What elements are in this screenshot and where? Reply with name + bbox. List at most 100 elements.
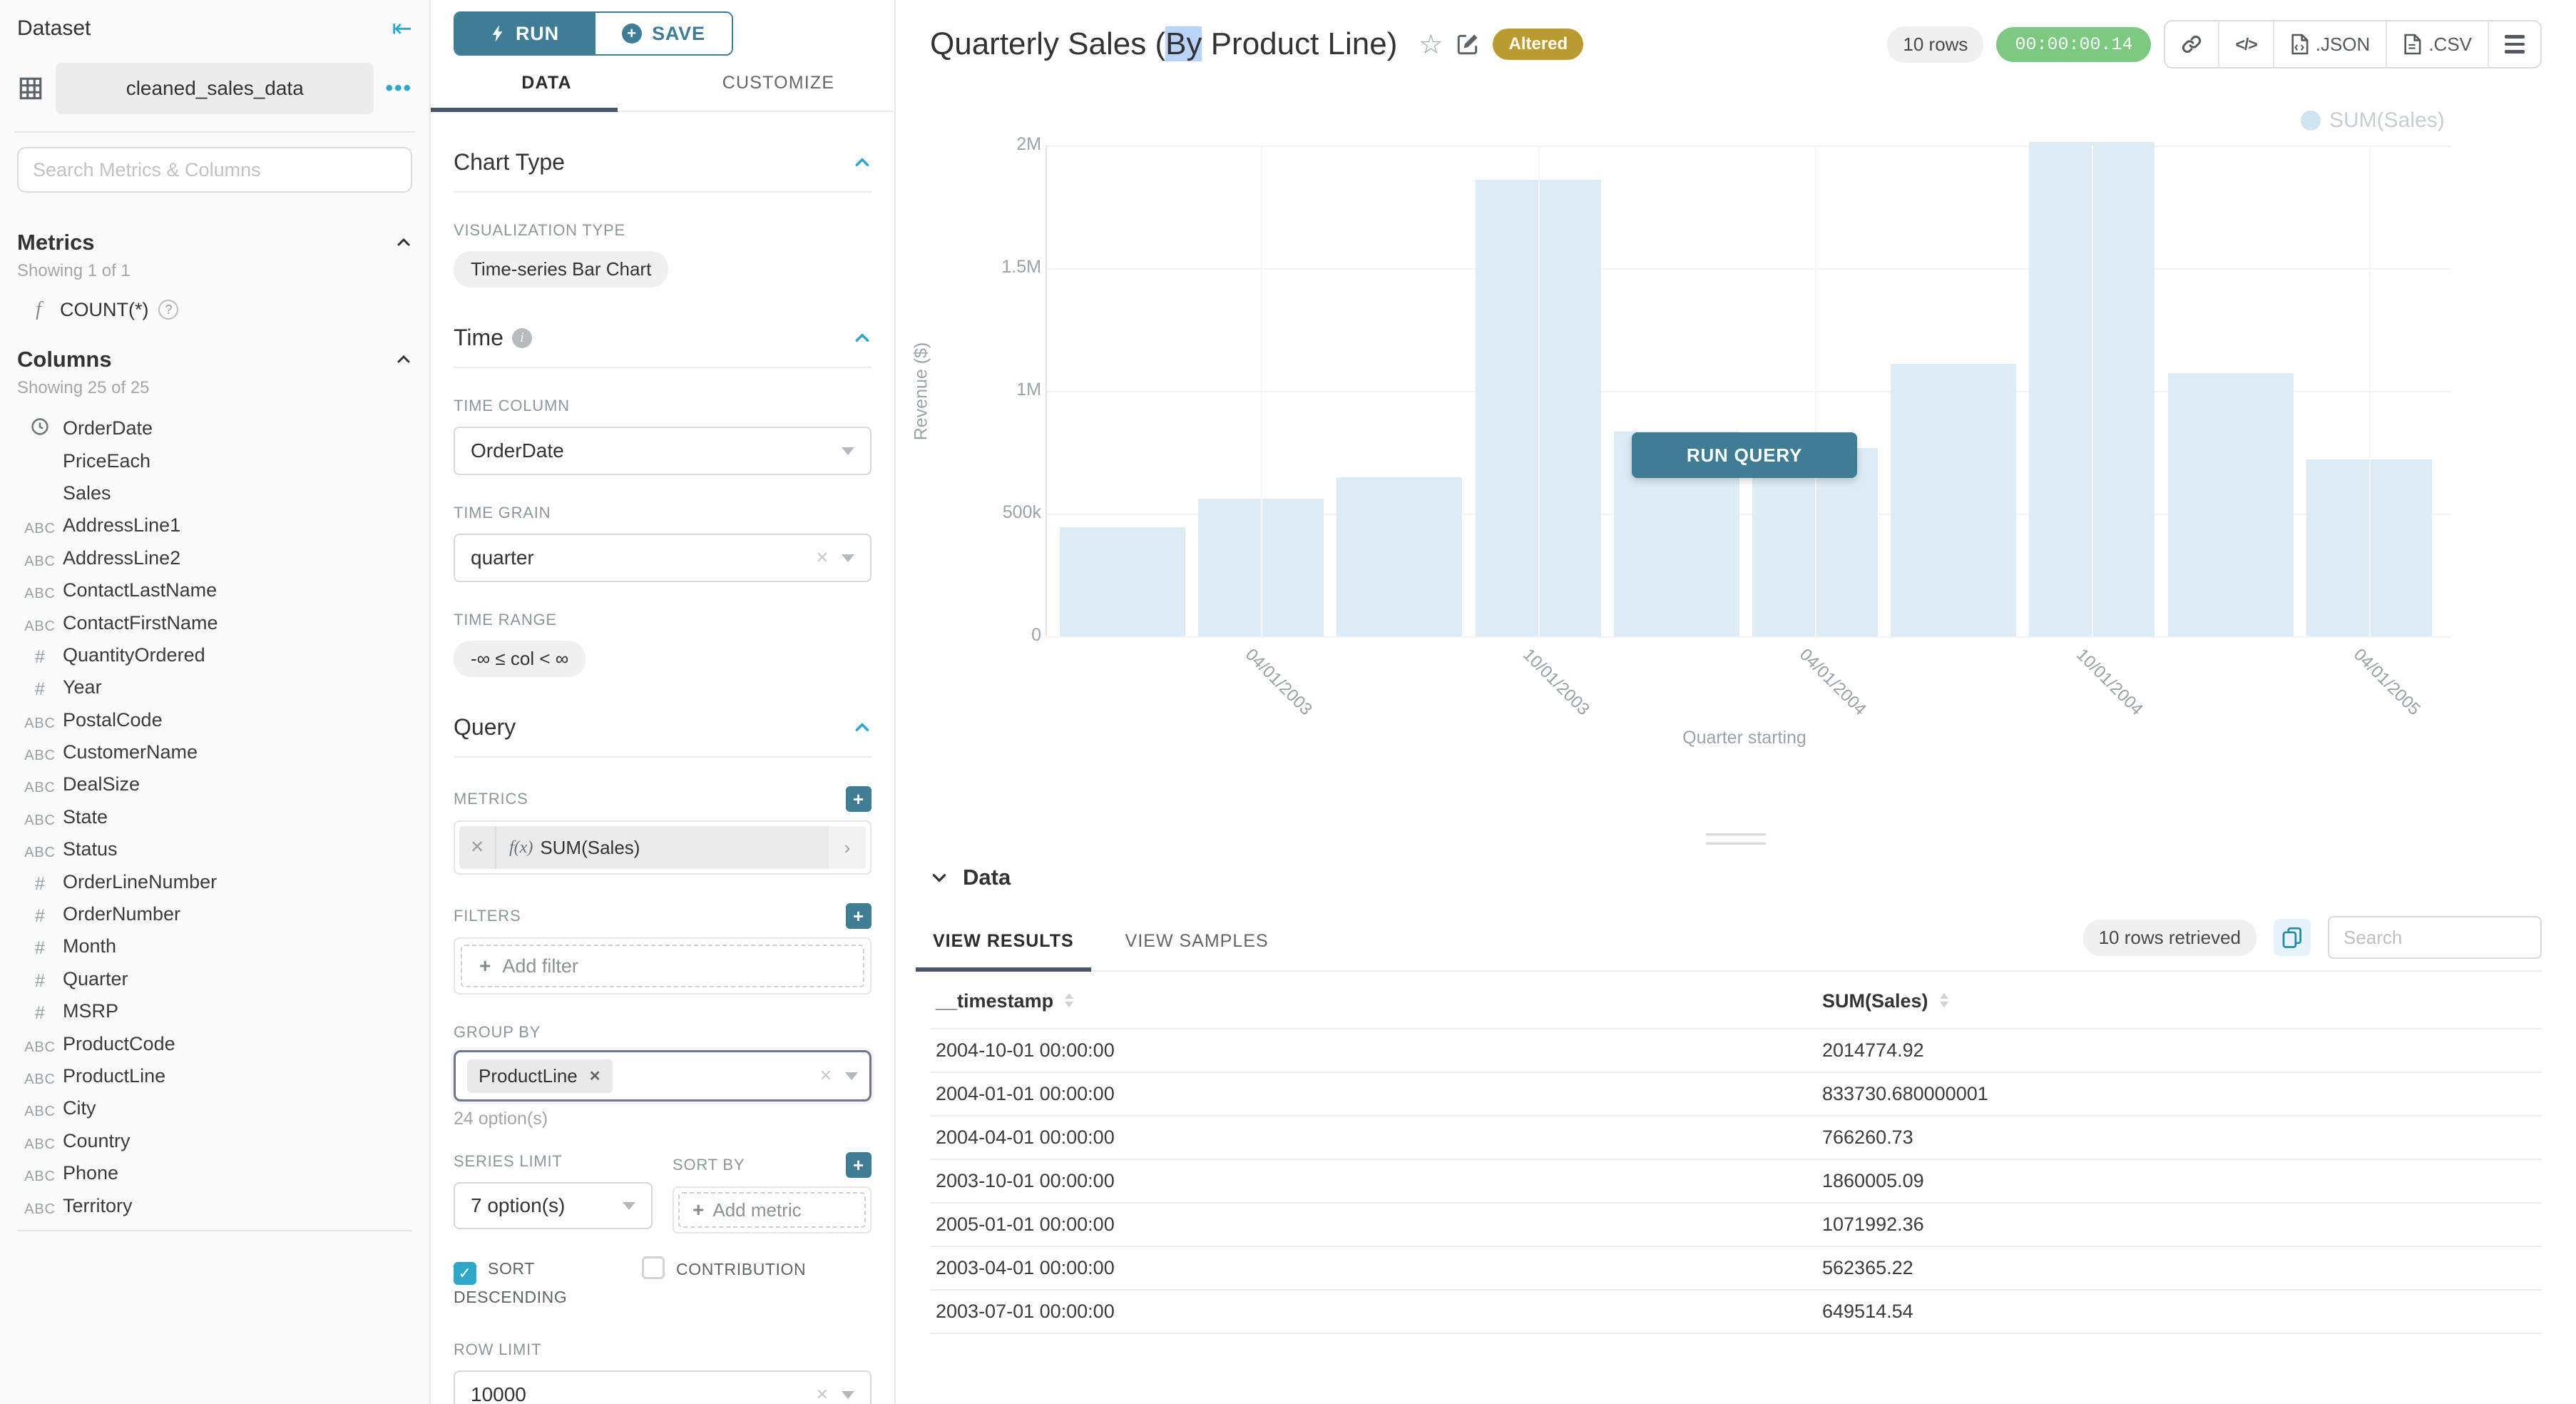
column-item[interactable]: # QuantityOrdered <box>35 644 205 667</box>
metric-expand-icon[interactable]: › <box>829 826 866 869</box>
metric-chip[interactable]: ✕ f(x) SUM(Sales) <box>459 826 829 869</box>
column-item[interactable]: ABC Territory <box>24 1194 133 1217</box>
column-item[interactable]: ABC Country <box>24 1129 131 1152</box>
table-row: 2004-01-01 00:00:00 833730.680000001 <box>930 1072 2542 1116</box>
column-item[interactable]: # Month <box>35 935 117 959</box>
chevron-up-icon[interactable] <box>395 351 412 368</box>
chevron-up-icon[interactable] <box>395 234 412 251</box>
sort-by-add-button[interactable]: + <box>846 1152 872 1178</box>
column-item[interactable]: ABC ProductCode <box>24 1032 175 1055</box>
edit-title-icon[interactable] <box>1456 32 1480 56</box>
text-type-icon: ABC <box>24 1201 56 1217</box>
divider <box>14 131 415 133</box>
chevron-up-icon[interactable] <box>853 329 872 347</box>
text-type-icon: ABC <box>24 1136 56 1152</box>
dataset-grid-icon <box>17 75 44 102</box>
time-column-label: TIME COLUMN <box>454 397 570 414</box>
panel-resize-handle[interactable] <box>1706 833 1766 845</box>
chart-menu-button[interactable] <box>2489 21 2540 67</box>
column-item[interactable]: ABC Status <box>24 838 118 861</box>
metric-item[interactable]: f COUNT(*) ? <box>17 298 412 321</box>
contribution-checkbox[interactable] <box>642 1256 665 1279</box>
column-item[interactable]: ABC ContactLastName <box>24 579 218 602</box>
series-limit-select[interactable]: 7 option(s) <box>454 1182 653 1229</box>
column-item[interactable]: ABC ContactFirstName <box>24 611 218 634</box>
export-csv-button[interactable]: .CSV <box>2387 21 2489 67</box>
embed-code-button[interactable]: </> <box>2219 21 2274 67</box>
column-item[interactable]: ABC State <box>24 805 108 828</box>
column-item[interactable]: # OrderLineNumber <box>35 870 218 894</box>
plus-icon: + <box>692 1199 705 1221</box>
column-item[interactable]: ABC AddressLine2 <box>24 546 181 569</box>
export-json-button[interactable]: .JSON <box>2274 21 2388 67</box>
group-by-chip[interactable]: ProductLine ✕ <box>467 1059 613 1093</box>
text-type-icon: ABC <box>24 553 56 569</box>
column-item[interactable]: ABC AddressLine1 <box>24 514 181 537</box>
column-header-sum-sales[interactable]: SUM(Sales) <box>1816 972 2542 1029</box>
tab-data[interactable]: DATA <box>521 73 572 93</box>
favorite-star-icon[interactable]: ☆ <box>1419 29 1443 60</box>
run-query-button[interactable]: RUN QUERY <box>1632 432 1857 478</box>
dataset-menu-icon[interactable]: ••• <box>385 76 412 100</box>
viz-type-pill[interactable]: Time-series Bar Chart <box>454 251 669 288</box>
copy-link-button[interactable] <box>2165 21 2220 67</box>
column-item[interactable]: # Quarter <box>35 967 128 991</box>
dataset-name[interactable]: cleaned_sales_data <box>56 63 374 114</box>
run-button[interactable]: RUN <box>455 13 594 54</box>
row-limit-select[interactable]: 10000 ✕ <box>454 1370 872 1404</box>
clear-icon[interactable]: ✕ <box>819 1067 832 1084</box>
chevron-down-icon[interactable] <box>930 868 949 887</box>
rows-retrieved-badge: 10 rows retrieved <box>2082 919 2256 956</box>
time-range-pill[interactable]: -∞ ≤ col < ∞ <box>454 641 586 677</box>
add-metric-button[interactable]: + <box>846 786 872 812</box>
column-item[interactable]: # Year <box>35 676 102 700</box>
column-item[interactable]: # OrderNumber <box>35 903 181 927</box>
collapse-panel-icon[interactable]: ⇤ <box>392 15 413 42</box>
x-tick-label: 04/01/2003 <box>1242 645 1317 720</box>
time-column-select[interactable]: OrderDate <box>454 427 872 475</box>
contribution-label: CONTRIBUTION <box>676 1260 807 1278</box>
clear-icon[interactable]: ✕ <box>815 1385 829 1403</box>
chevron-up-icon[interactable] <box>853 153 872 172</box>
caret-down-icon <box>842 1390 854 1399</box>
column-item[interactable]: Sales <box>63 482 111 504</box>
add-sort-metric-button[interactable]: + Add metric <box>678 1192 866 1228</box>
tab-customize[interactable]: CUSTOMIZE <box>722 73 835 93</box>
group-by-select[interactable]: ProductLine ✕ ✕ <box>454 1050 872 1102</box>
column-item[interactable]: OrderDate <box>17 412 412 444</box>
save-button[interactable]: + SAVE <box>593 13 732 54</box>
clear-icon[interactable]: ✕ <box>815 549 829 566</box>
column-item[interactable]: ABC ProductLine <box>24 1065 166 1087</box>
info-icon: i <box>511 327 532 348</box>
column-item[interactable]: ABC PostalCode <box>24 708 163 731</box>
column-item[interactable]: ABC DealSize <box>24 773 140 796</box>
chevron-up-icon[interactable] <box>853 718 872 737</box>
metrics-label: METRICS <box>454 790 528 808</box>
chart-legend[interactable]: SUM(Sales) <box>2301 108 2445 133</box>
data-results-panel: Data VIEW RESULTS VIEW SAMPLES 10 rows r… <box>896 865 2576 1334</box>
search-metrics-columns-input[interactable] <box>17 147 412 193</box>
column-item[interactable]: # MSRP <box>35 1000 119 1024</box>
sort-by-label: SORT BY <box>673 1156 745 1174</box>
tab-view-results[interactable]: VIEW RESULTS <box>916 920 1091 971</box>
column-item[interactable]: ABC CustomerName <box>24 741 198 764</box>
metric-fx-icon: f(x) <box>509 838 533 857</box>
x-tick-label: 10/01/2003 <box>1518 645 1593 720</box>
column-item[interactable]: ABC Phone <box>24 1162 119 1185</box>
chip-remove-icon[interactable]: ✕ <box>588 1068 601 1084</box>
x-tick-label: 04/01/2004 <box>1795 645 1870 720</box>
add-filter-plus-button[interactable]: + <box>846 903 872 929</box>
page-title[interactable]: Quarterly Sales (By Product Line) <box>930 26 1398 61</box>
remove-metric-icon[interactable]: ✕ <box>459 826 496 869</box>
copy-data-button[interactable] <box>2274 919 2311 956</box>
add-filter-button[interactable]: + Add filter <box>461 945 864 987</box>
x-tick-label: 10/01/2004 <box>2072 645 2147 720</box>
time-grain-select[interactable]: quarter ✕ <box>454 534 872 582</box>
data-search-input[interactable] <box>2328 916 2542 959</box>
clock-icon <box>31 418 48 435</box>
column-item[interactable]: ABC City <box>24 1097 96 1120</box>
sort-descending-checkbox[interactable]: ✓ <box>454 1262 476 1285</box>
tab-view-samples[interactable]: VIEW SAMPLES <box>1125 931 1269 951</box>
column-header-timestamp[interactable]: __timestamp <box>930 972 1816 1029</box>
column-item[interactable]: PriceEach <box>63 449 151 472</box>
